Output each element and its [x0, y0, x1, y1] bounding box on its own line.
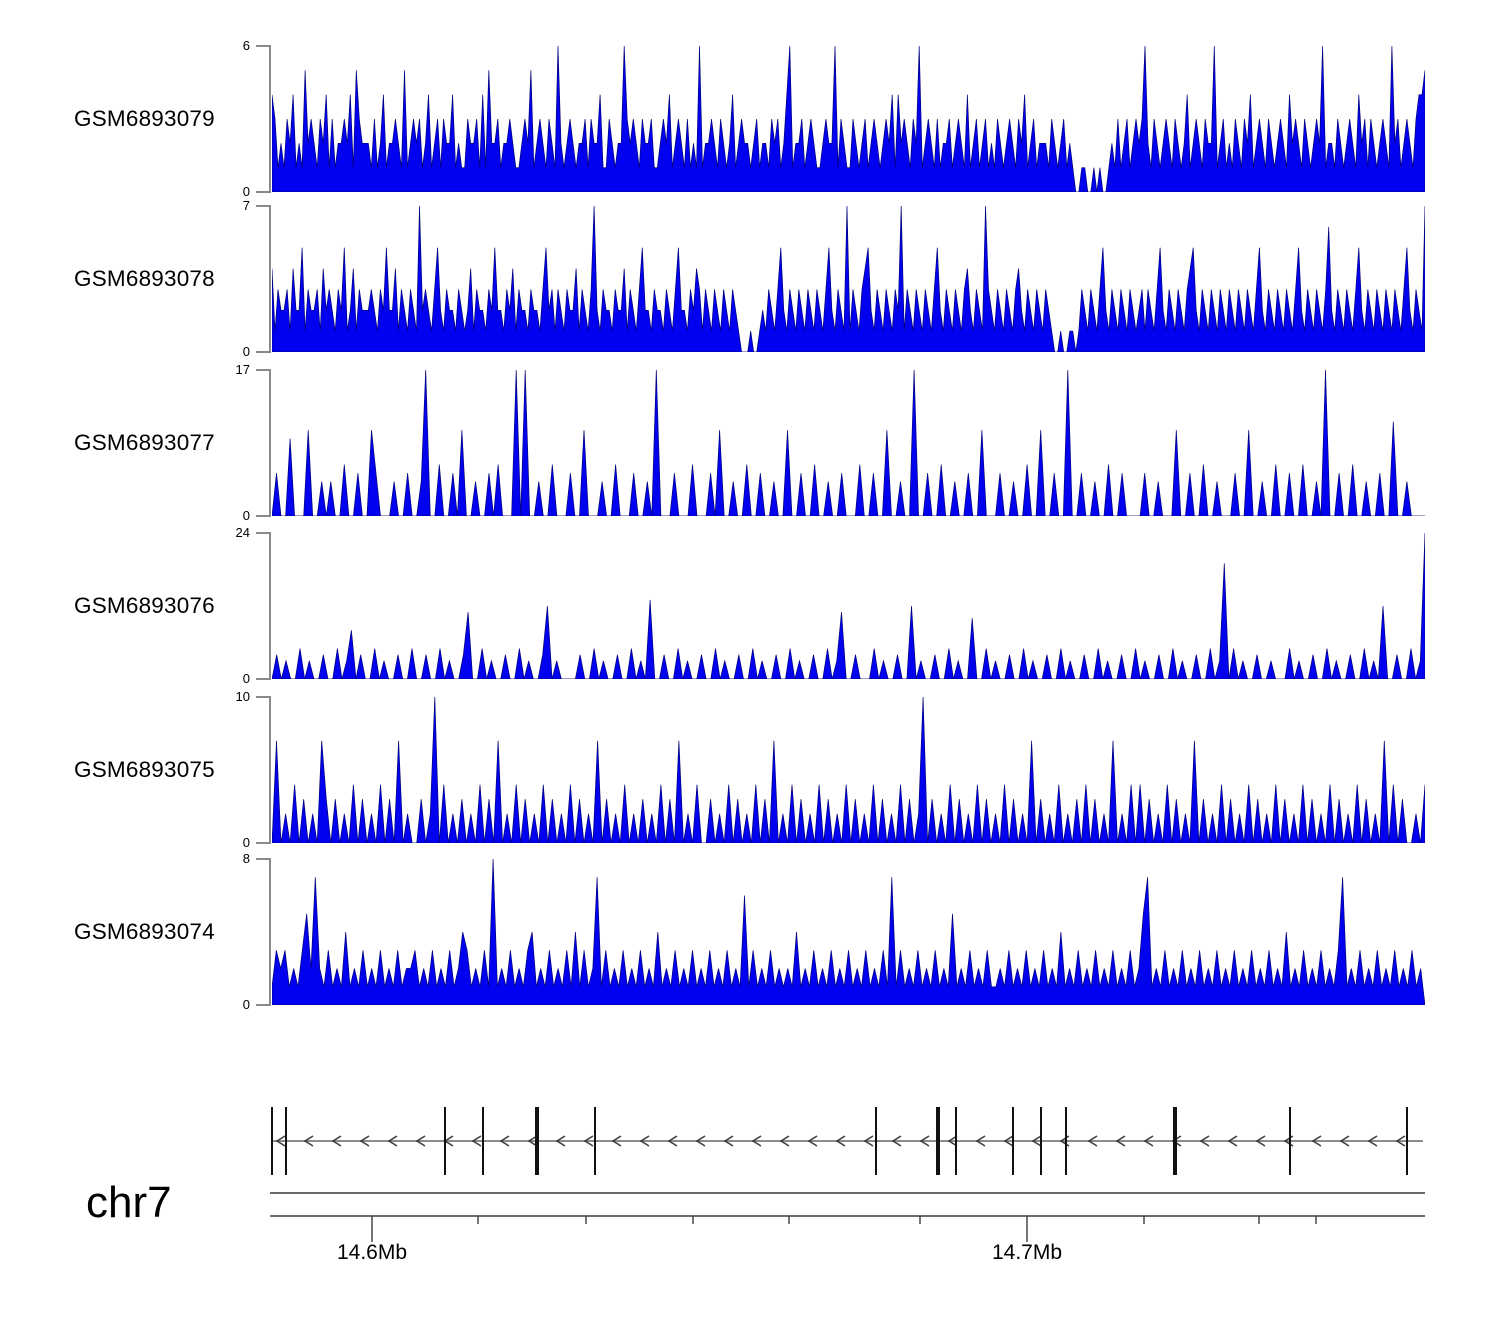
y-axis-top-tick: [256, 369, 269, 371]
axis-tick-label-14-6Mb: 14.6Mb: [336, 1241, 408, 1264]
y-axis-line: [269, 205, 271, 353]
y-axis-line: [269, 45, 271, 193]
y-axis-min-label: 0: [242, 835, 250, 850]
coverage-plot: [272, 859, 1425, 1005]
y-axis-bottom-tick: [256, 191, 269, 193]
y-axis-top-tick: [256, 532, 269, 534]
y-axis-min-label: 0: [242, 671, 250, 686]
coverage-track-3: GSM6893077 17 0: [0, 363, 1500, 523]
y-axis-bottom-tick: [256, 1004, 269, 1006]
coverage-plot: [272, 533, 1425, 679]
y-axis-max-label: 10: [235, 689, 250, 704]
coverage-track-1: GSM6893079 6 0: [0, 39, 1500, 199]
y-axis-bottom-tick: [256, 515, 269, 517]
y-axis-min-label: 0: [242, 997, 250, 1012]
coverage-track-5: GSM6893075 10 0: [0, 690, 1500, 850]
track-label: GSM6893076: [74, 593, 215, 618]
y-axis-max-label: 8: [242, 851, 250, 866]
y-axis-max-label: 24: [235, 525, 250, 540]
y-axis-line: [269, 532, 271, 680]
y-axis-min-label: 0: [242, 344, 250, 359]
y-axis-bottom-tick: [256, 351, 269, 353]
y-axis-min-label: 0: [242, 184, 250, 199]
y-axis-top-tick: [256, 205, 269, 207]
y-axis-line: [269, 369, 271, 517]
coverage-track-2: GSM6893078 7 0: [0, 199, 1500, 359]
coverage-plot: [272, 206, 1425, 352]
y-axis-bottom-tick: [256, 842, 269, 844]
y-axis-max-label: 7: [242, 198, 250, 213]
y-axis-top-tick: [256, 45, 269, 47]
axis-tick-label-14-7Mb: 14.7Mb: [991, 1241, 1063, 1264]
y-axis-max-label: 17: [235, 362, 250, 377]
chromosome-label: chr7: [86, 1178, 172, 1227]
y-axis-top-tick: [256, 858, 269, 860]
track-label: GSM6893077: [74, 430, 215, 455]
y-axis-line: [269, 696, 271, 844]
track-label: GSM6893075: [74, 757, 215, 782]
y-axis-line: [269, 858, 271, 1006]
track-label: GSM6893079: [74, 106, 215, 131]
y-axis-bottom-tick: [256, 678, 269, 680]
y-axis-top-tick: [256, 696, 269, 698]
coverage-plot: [272, 46, 1425, 192]
track-label: GSM6893074: [74, 919, 215, 944]
coverage-plot: [272, 370, 1425, 516]
y-axis-min-label: 0: [242, 508, 250, 523]
coverage-plot: [272, 697, 1425, 843]
track-label: GSM6893078: [74, 266, 215, 291]
y-axis-max-label: 6: [242, 38, 250, 53]
coverage-track-6: GSM6893074 8 0: [0, 852, 1500, 1012]
coverage-track-4: GSM6893076 24 0: [0, 526, 1500, 686]
